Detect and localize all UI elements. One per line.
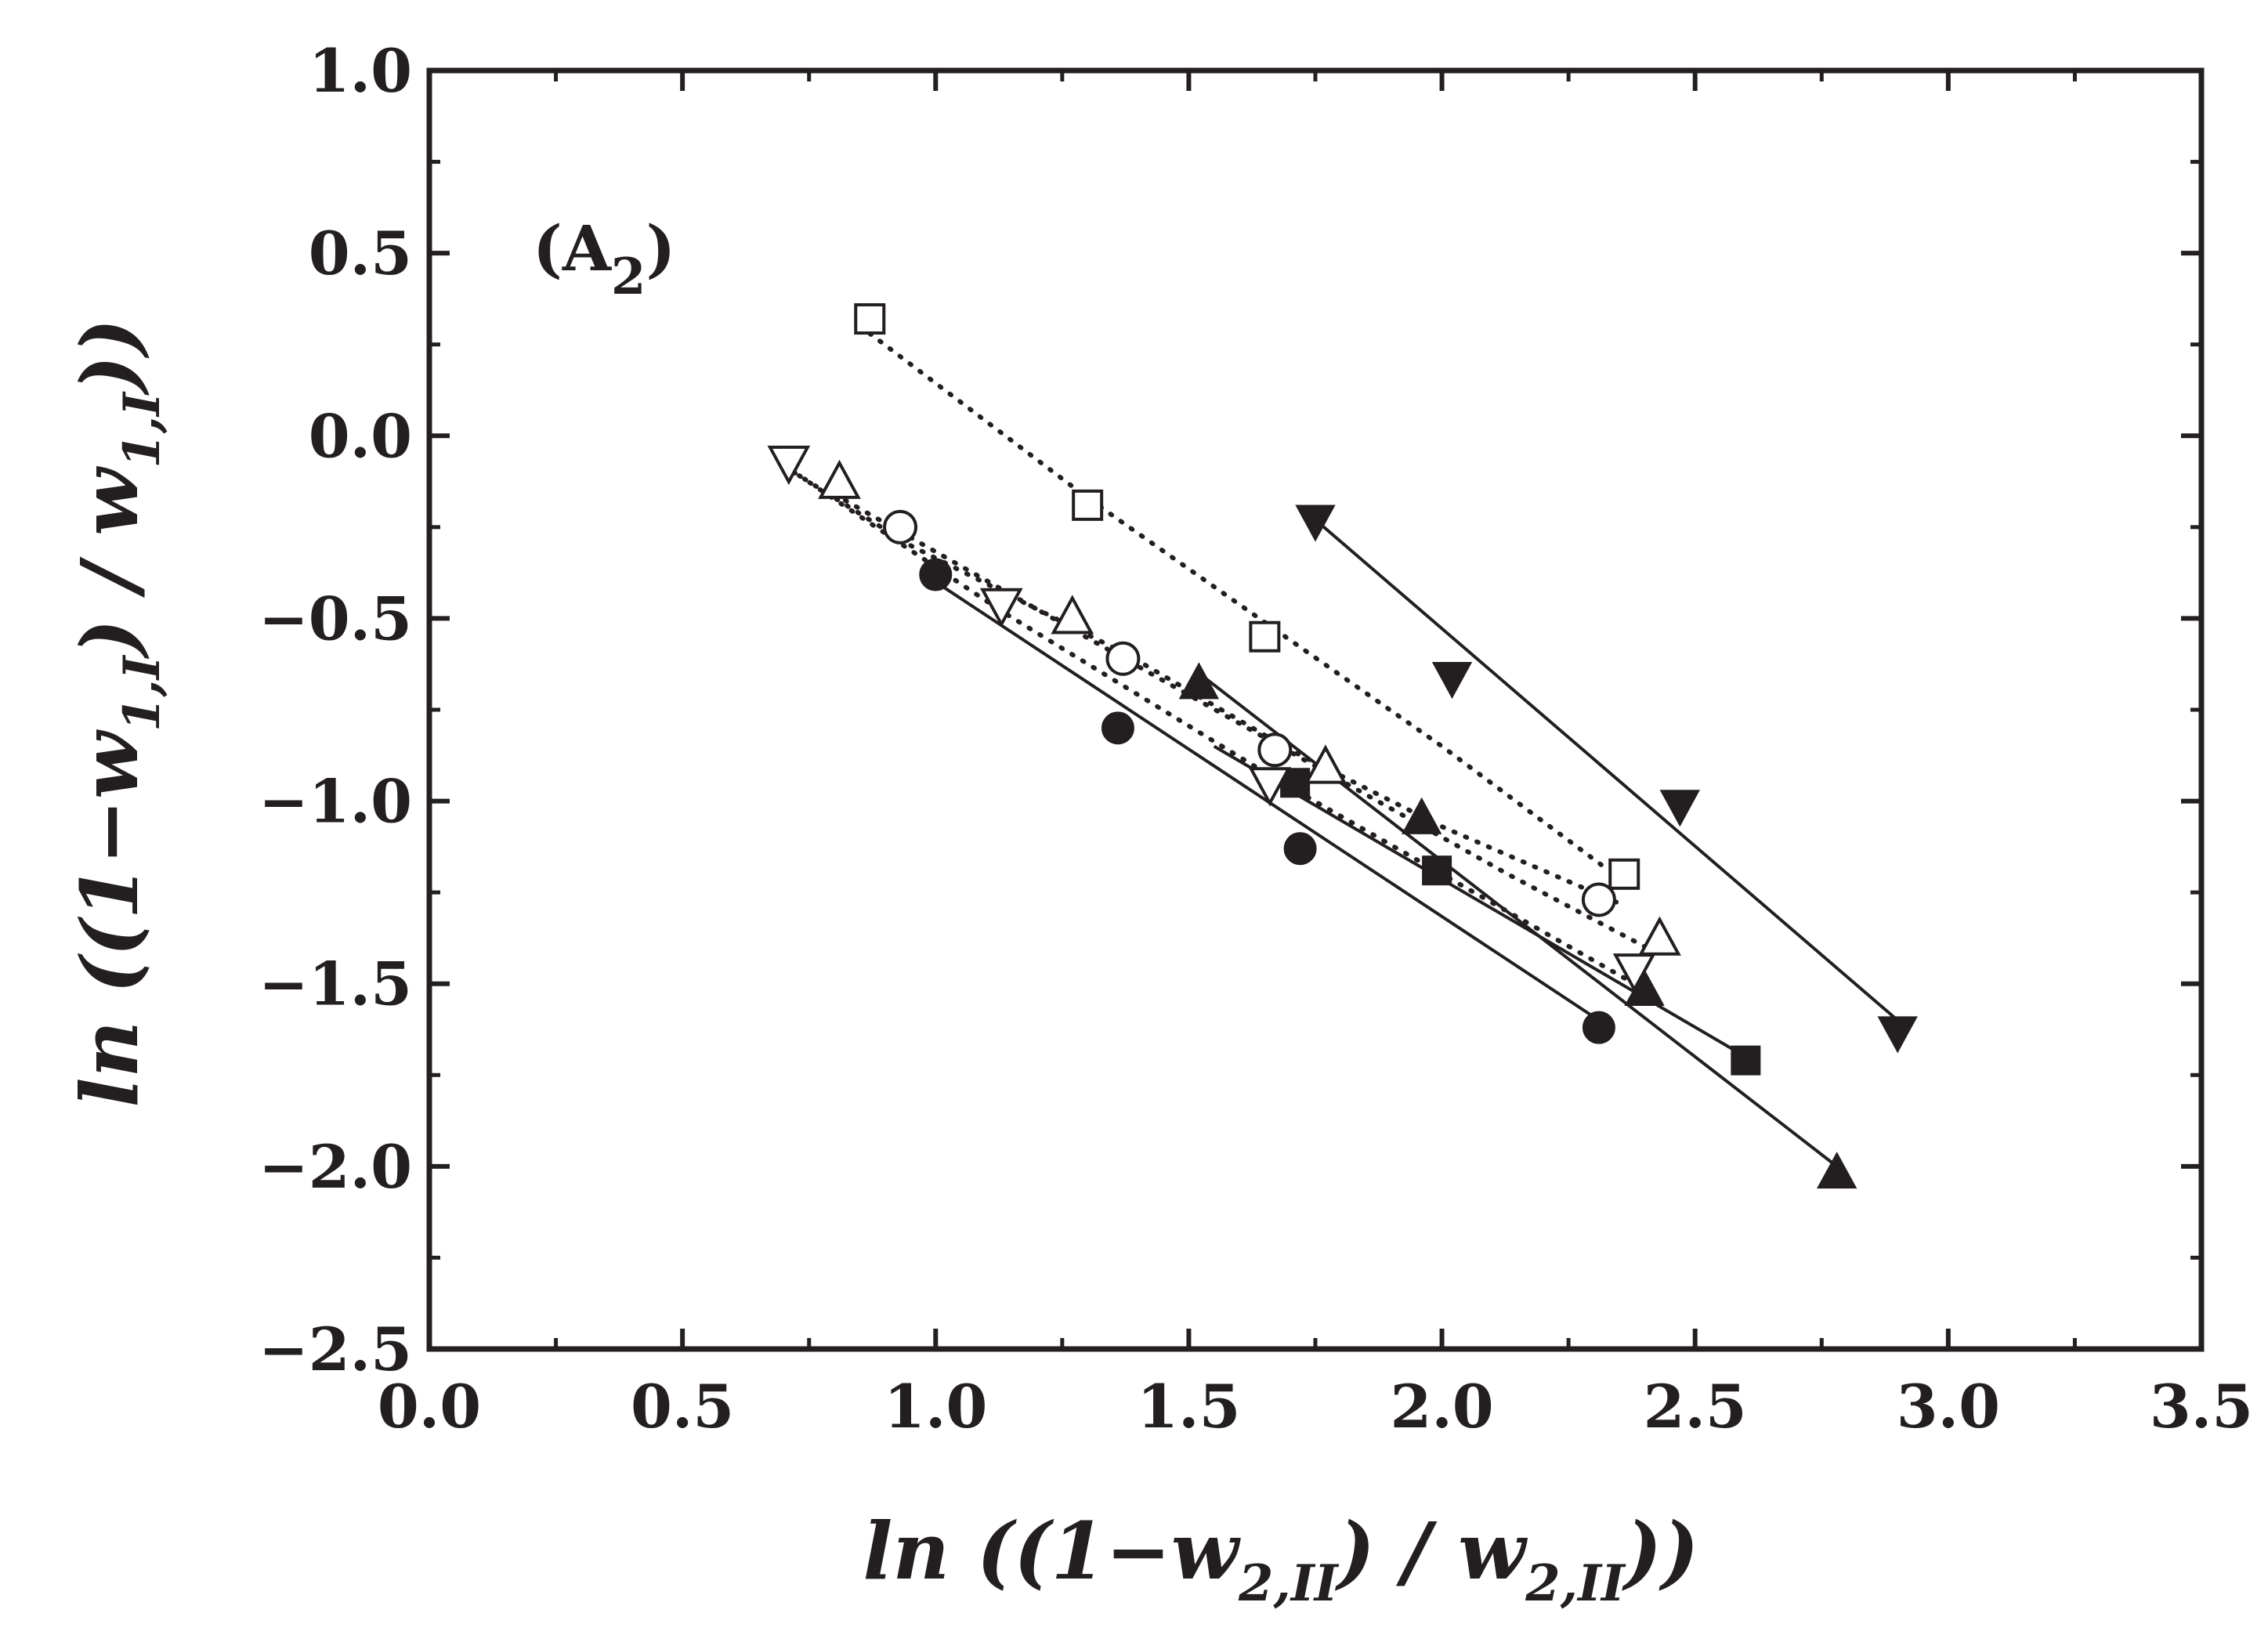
axes: 0.0 0.5 1.0 1.5 2.0 2.5 3.0 3.5 1.0 0.5 0.0 −0.5 −1.… bbox=[259, 36, 2253, 1441]
x-tick-label: 3.0 bbox=[1897, 1372, 2000, 1441]
triangle-up-filled-marker bbox=[1402, 797, 1442, 834]
triangle-down-open-marker bbox=[1248, 767, 1292, 807]
square-filled-marker bbox=[1731, 1045, 1761, 1076]
circle-filled-marker bbox=[919, 558, 953, 591]
y-tick-label: −1.5 bbox=[259, 949, 412, 1019]
x-tick-label: 2.5 bbox=[1644, 1372, 1747, 1441]
x-axis-title: ln ((1−w2,II) / w2,II)) bbox=[863, 1505, 1698, 1613]
fit-line-square-open bbox=[867, 331, 1607, 870]
y-tick-label: 0.0 bbox=[309, 401, 412, 471]
y-tick-label: 1.0 bbox=[309, 36, 412, 106]
circle-open-marker bbox=[883, 509, 918, 544]
data-markers bbox=[767, 303, 1918, 1189]
triangle-up-open-marker bbox=[1051, 595, 1094, 635]
square-open-marker bbox=[854, 303, 886, 335]
triangle-down-filled-marker bbox=[1431, 662, 1473, 700]
x-tick-label: 0.0 bbox=[378, 1372, 481, 1441]
x-tick-label: 1.0 bbox=[884, 1372, 987, 1441]
x-tick-label: 0.5 bbox=[631, 1372, 734, 1441]
triangle-up-open-marker bbox=[1638, 916, 1681, 956]
fit-line-triangle-down-filled bbox=[1314, 519, 1899, 1022]
fit-line-triangle-down-open bbox=[786, 466, 1637, 986]
triangle-down-filled-marker bbox=[1659, 790, 1701, 827]
x-tick-label: 1.5 bbox=[1137, 1372, 1240, 1441]
y-tick-label: −2.5 bbox=[259, 1315, 412, 1384]
triangle-up-open-marker bbox=[1304, 744, 1347, 784]
x-tick-label: 2.0 bbox=[1390, 1372, 1493, 1441]
square-open-marker bbox=[1072, 489, 1104, 521]
plot-frame bbox=[426, 67, 2205, 1352]
circle-open-marker bbox=[1257, 732, 1293, 768]
triangle-down-open-marker bbox=[1612, 953, 1656, 993]
fit-lines bbox=[786, 331, 1899, 1168]
x-tick-label: 3.5 bbox=[2150, 1372, 2253, 1441]
circle-filled-marker bbox=[1582, 1011, 1615, 1044]
y-tick-label: −2.0 bbox=[259, 1132, 412, 1202]
y-tick-label: −1.0 bbox=[259, 767, 412, 837]
circle-open-marker bbox=[1581, 882, 1616, 917]
square-open-marker bbox=[1608, 858, 1640, 890]
circle-open-marker bbox=[1105, 641, 1141, 676]
panel-label: (A2) bbox=[533, 212, 675, 306]
circle-filled-marker bbox=[1101, 711, 1134, 745]
triangle-down-open-marker bbox=[979, 588, 1023, 628]
triangle-down-filled-marker bbox=[1295, 505, 1336, 542]
triangle-up-filled-marker bbox=[1178, 662, 1220, 700]
y-tick-label: 0.5 bbox=[309, 219, 412, 288]
triangle-up-open-marker bbox=[818, 459, 861, 499]
triangle-up-filled-marker bbox=[1816, 1152, 1857, 1189]
triangle-down-open-marker bbox=[767, 445, 811, 486]
fit-line-triangle-up-open bbox=[832, 491, 1662, 957]
square-open-marker bbox=[1249, 620, 1281, 653]
circle-filled-marker bbox=[1283, 832, 1317, 866]
y-tick-label: −0.5 bbox=[259, 584, 412, 653]
triangle-down-filled-marker bbox=[1877, 1016, 1918, 1054]
y-axis-title: ln ((1−w1,I) / w1,I)) bbox=[63, 318, 172, 1107]
square-filled-marker bbox=[1422, 855, 1452, 886]
fit-line-triangle-up-filled bbox=[1198, 671, 1838, 1168]
